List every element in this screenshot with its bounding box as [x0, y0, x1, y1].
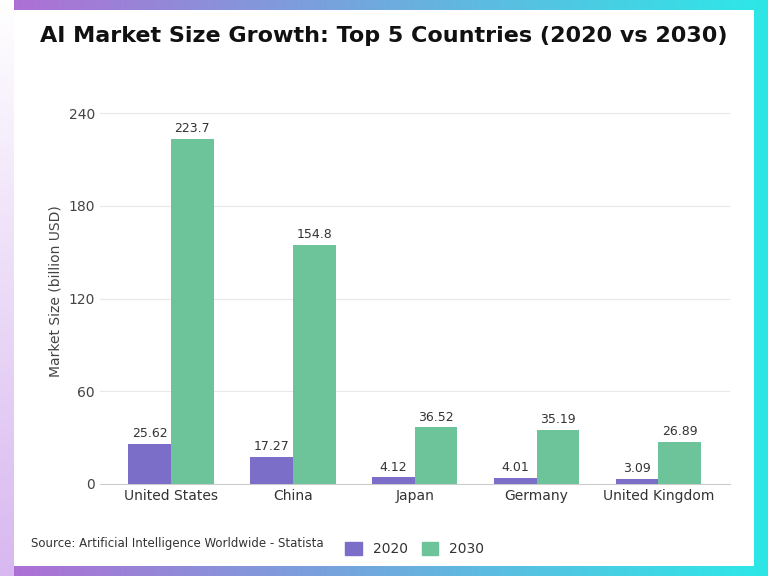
- Bar: [293, 245, 336, 484]
- Text: 25.62: 25.62: [132, 427, 167, 441]
- Legend: 2020, 2030: 2020, 2030: [339, 537, 490, 562]
- Text: 26.89: 26.89: [662, 426, 697, 438]
- Bar: [616, 479, 658, 484]
- Bar: [171, 138, 214, 484]
- Bar: [658, 442, 701, 484]
- Text: Source: Artificial Intelligence Worldwide - Statista: Source: Artificial Intelligence Worldwid…: [31, 537, 323, 550]
- Bar: [537, 430, 579, 484]
- Text: 223.7: 223.7: [174, 122, 210, 135]
- Text: 4.01: 4.01: [502, 461, 529, 474]
- Bar: [250, 457, 293, 484]
- Text: 35.19: 35.19: [540, 412, 576, 426]
- Text: 3.09: 3.09: [623, 462, 651, 475]
- Text: 36.52: 36.52: [419, 411, 454, 423]
- Text: 4.12: 4.12: [379, 461, 407, 473]
- Text: 17.27: 17.27: [253, 440, 290, 453]
- Y-axis label: Market Size (billion USD): Market Size (billion USD): [49, 205, 63, 377]
- Bar: [415, 427, 458, 484]
- Text: 154.8: 154.8: [296, 228, 332, 241]
- Text: AI Market Size Growth: Top 5 Countries (2020 vs 2030): AI Market Size Growth: Top 5 Countries (…: [40, 26, 728, 46]
- Bar: [372, 478, 415, 484]
- Bar: [128, 444, 171, 484]
- Bar: [494, 478, 537, 484]
